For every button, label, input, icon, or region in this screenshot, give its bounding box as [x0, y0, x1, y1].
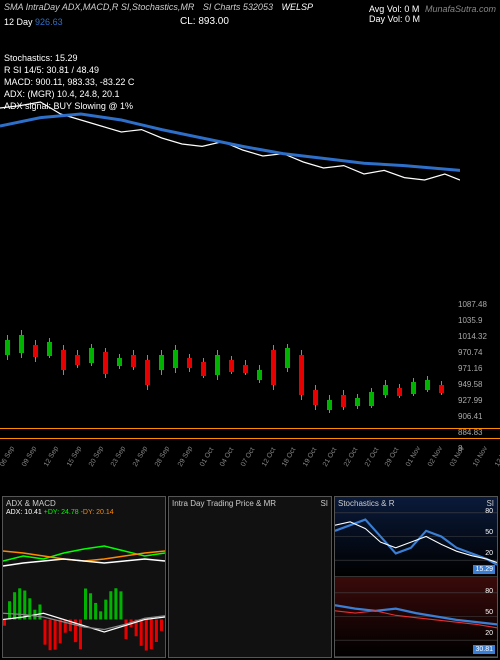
intra-panel-title: Intra Day Trading Price & MR — [172, 499, 276, 508]
main-price-chart: 1087.481035.91014.32970.74971.16949.5892… — [0, 30, 500, 470]
sma-period: 12 Day 926.63 — [4, 16, 134, 28]
stochastics-rsi-panel: Stochastics & R SI 80 50 20 15.29 — [334, 496, 498, 658]
adx-macd-panel: ADX & MACD ADX: 10.41 +DY: 24.78 -DY: 20… — [2, 496, 166, 658]
ticker-symbol: WELSP — [281, 2, 313, 12]
price-axis: 1087.481035.91014.32970.74971.16949.5892… — [458, 300, 498, 460]
chart-header: SMA IntraDay ADX,MACD,R SI,Stochastics,M… — [4, 2, 496, 12]
close-price: CL: 893.00 — [180, 16, 229, 27]
rsi-subpanel: 80 50 20 30.81 — [335, 577, 497, 657]
watermark: MunafaSutra.com — [425, 4, 496, 14]
indicator-list: SMA IntraDay ADX,MACD,R SI,Stochastics,M… — [4, 2, 194, 12]
volume-info: Avg Vol: 0 M Day Vol: 0 M — [369, 4, 420, 24]
indicator-panels: ADX & MACD ADX: 10.41 +DY: 24.78 -DY: 20… — [0, 494, 500, 660]
intraday-panel: Intra Day Trading Price & MR SI — [168, 496, 332, 658]
candlestick-series — [5, 300, 455, 450]
stoch-current: 15.29 — [473, 565, 495, 574]
stoch-panel-suffix: SI — [486, 499, 494, 508]
avg-volume: Avg Vol: 0 M — [369, 4, 420, 14]
stoch-panel-title: Stochastics & R — [338, 499, 394, 508]
date-axis: 06 Sep09 Sep12 Sep15 Sep20 Sep23 Sep24 S… — [5, 461, 455, 468]
chart-id: SI Charts 532053 — [203, 2, 273, 12]
intra-panel-suffix: SI — [320, 499, 328, 508]
rsi-current: 30.81 — [473, 645, 495, 654]
blue-ma-line — [0, 114, 460, 170]
moving-averages — [0, 60, 460, 300]
stochastics-subpanel: 80 50 20 15.29 — [335, 497, 497, 577]
day-volume: Day Vol: 0 M — [369, 14, 420, 24]
adx-panel-title: ADX & MACD — [6, 499, 56, 508]
